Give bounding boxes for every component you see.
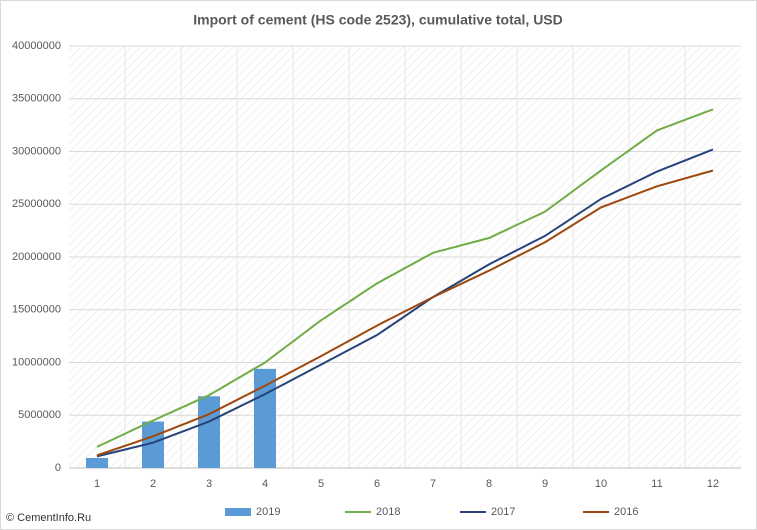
x-tick-label: 6 <box>374 478 380 490</box>
x-tick-label: 11 <box>651 478 662 490</box>
legend-label: 2017 <box>491 506 515 518</box>
x-tick-label: 7 <box>430 478 436 490</box>
y-tick-label: 30000000 <box>12 145 61 157</box>
x-tick-label: 5 <box>318 478 324 490</box>
bar <box>254 368 276 468</box>
legend-label: 2018 <box>376 506 400 518</box>
bar <box>86 457 108 468</box>
y-tick-label: 0 <box>55 462 61 474</box>
x-tick-label: 1 <box>94 478 100 490</box>
legend-label: 2019 <box>256 506 280 518</box>
y-tick-label: 10000000 <box>12 356 61 368</box>
y-tick-label: 35000000 <box>12 93 61 105</box>
x-tick-label: 4 <box>262 478 268 490</box>
x-tick-label: 8 <box>486 478 492 490</box>
x-tick-label: 9 <box>542 478 548 490</box>
y-tick-label: 5000000 <box>18 409 61 421</box>
legend-swatch <box>225 508 251 516</box>
legend-label: 2016 <box>614 506 638 518</box>
line <box>96 169 714 457</box>
y-tick-label: 15000000 <box>12 304 61 316</box>
x-tick-label: 10 <box>595 478 607 490</box>
line <box>96 108 714 448</box>
x-tick-label: 12 <box>707 478 719 490</box>
watermark: © CementInfo.Ru <box>6 512 91 524</box>
line <box>96 148 714 458</box>
y-tick-label: 40000000 <box>12 40 61 52</box>
y-tick-label: 20000000 <box>12 251 61 263</box>
x-tick-label: 2 <box>150 478 156 490</box>
y-tick-label: 25000000 <box>12 198 61 210</box>
x-tick-label: 3 <box>206 478 212 490</box>
chart-title: Import of cement (HS code 2523), cumulat… <box>193 12 563 28</box>
bar <box>198 396 220 468</box>
